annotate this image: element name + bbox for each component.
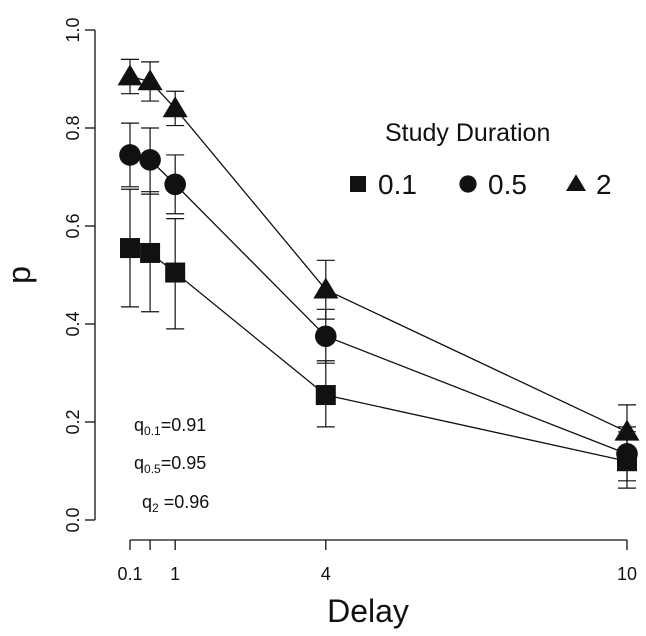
data-point-square bbox=[315, 385, 336, 406]
q-annotation-sub: 2 bbox=[152, 501, 159, 515]
y-tick-label: 0.2 bbox=[63, 409, 83, 434]
data-point-square bbox=[140, 242, 161, 263]
q-annotation: q0.1=0.91 bbox=[134, 415, 206, 438]
series-square bbox=[120, 188, 637, 489]
x-tick-label: 1 bbox=[170, 564, 180, 584]
y-tick-label: 0.6 bbox=[63, 213, 83, 238]
legend: Study Duration 0.1 0.5 2 bbox=[350, 119, 612, 200]
y-tick-label: 1.0 bbox=[63, 17, 83, 42]
legend-marker-circle bbox=[459, 175, 477, 193]
q-annotation-value: =0.91 bbox=[161, 415, 207, 435]
series-triangle bbox=[117, 58, 640, 460]
series-circle bbox=[119, 122, 638, 482]
data-point-triangle bbox=[137, 69, 163, 91]
q-annotation-base: q bbox=[134, 453, 144, 473]
legend-marker-square bbox=[350, 176, 366, 192]
y-tick-label: 0.0 bbox=[63, 507, 83, 532]
x-axis-title: Delay bbox=[327, 593, 409, 629]
legend-title: Study Duration bbox=[385, 119, 550, 147]
data-point-triangle bbox=[117, 64, 143, 86]
y-tick-label: 0.8 bbox=[63, 115, 83, 140]
x-tick-label: 0.1 bbox=[117, 564, 142, 584]
y-tick-label: 0.4 bbox=[63, 311, 83, 336]
legend-marker-triangle bbox=[566, 174, 586, 192]
data-point-square bbox=[165, 262, 186, 283]
series-layer bbox=[117, 58, 640, 489]
data-point-triangle bbox=[162, 96, 188, 118]
q-annotation: q0.5=0.95 bbox=[134, 453, 206, 476]
q-annotation: q2 =0.96 bbox=[142, 492, 209, 515]
q-annotation-sub: 0.1 bbox=[144, 424, 161, 438]
legend-label: 0.5 bbox=[488, 169, 527, 200]
data-point-circle bbox=[119, 144, 141, 166]
x-tick-label: 10 bbox=[617, 564, 637, 584]
data-point-circle bbox=[314, 325, 337, 348]
q-annotation-base: q bbox=[134, 415, 144, 435]
q-annotation-base: q bbox=[142, 492, 152, 512]
legend-items: 0.1 0.5 2 bbox=[350, 169, 612, 200]
axes: 0.0 0.2 0.4 0.6 0.8 1.0 0.1 1 4 10 bbox=[63, 17, 637, 584]
x-tick-label: 4 bbox=[321, 564, 331, 584]
y-axis-title: p bbox=[1, 266, 37, 284]
legend-label: 0.1 bbox=[378, 169, 417, 200]
q-annotation-value: =0.95 bbox=[161, 453, 207, 473]
q-annotation-value: =0.96 bbox=[159, 492, 210, 512]
q-annotation-sub: 0.5 bbox=[144, 462, 161, 476]
legend-label: 2 bbox=[596, 169, 612, 200]
data-point-triangle bbox=[614, 419, 640, 441]
series-line bbox=[129, 75, 628, 433]
data-point-circle bbox=[164, 173, 186, 196]
data-point-square bbox=[120, 238, 140, 259]
data-point-triangle bbox=[313, 277, 339, 299]
data-point-circle bbox=[139, 149, 161, 171]
